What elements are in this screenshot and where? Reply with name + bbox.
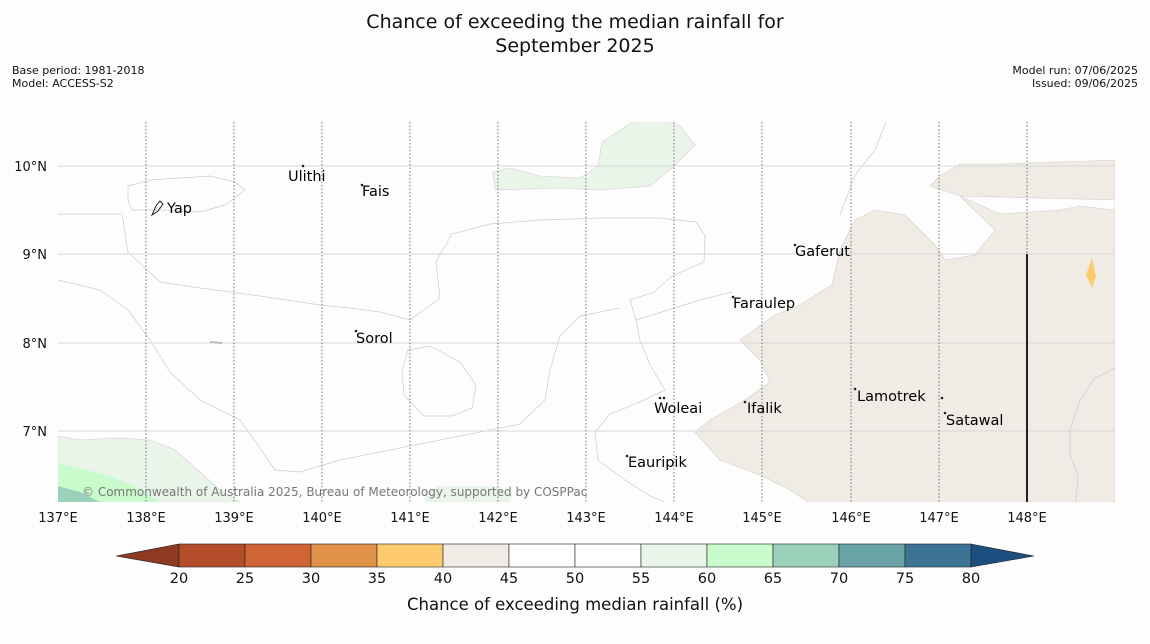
region-40-45 — [694, 159, 1115, 502]
colorbar-high-arrow — [970, 543, 1035, 568]
colorbar-tick-label: 75 — [896, 571, 914, 587]
colorbar-segment — [706, 543, 774, 568]
place-label-yap: Yap — [166, 201, 192, 217]
colorbar-tick-label: 25 — [236, 571, 254, 587]
place-label-fais: Fais — [362, 184, 389, 200]
colorbar-tick-label: 70 — [830, 571, 848, 587]
place-label-ulithi: Ulithi — [288, 169, 326, 185]
colorbar-tick-label: 20 — [170, 571, 188, 587]
colorbar-ticks: 20 25 30 35 40 45 50 55 60 65 70 75 80 — [170, 571, 980, 587]
place-label-faraulep: Faraulep — [733, 296, 795, 312]
colorbar-tick-label: 60 — [698, 571, 716, 587]
colorbar-tick-label: 80 — [962, 571, 980, 587]
place-label-lamotrek: Lamotrek — [857, 389, 926, 405]
issued-text: Issued: 09/06/2025 — [1031, 77, 1138, 90]
region-60-65 — [58, 464, 160, 502]
lon-label-141e: 141°E — [390, 511, 430, 526]
lon-label-138e: 138°E — [126, 511, 166, 526]
colorbar-segment — [508, 543, 576, 568]
lat-label-10n: 10°N — [14, 160, 47, 175]
place-label-woleai: Woleai — [654, 401, 702, 417]
place-label-eauripik: Eauripik — [628, 455, 687, 471]
region-35-40 — [1086, 258, 1096, 288]
meta-right: Model run: 07/06/2025 Issued: 09/06/2025 — [1012, 64, 1138, 90]
lon-gridlines — [145, 122, 1028, 502]
lon-label-146e: 146°E — [831, 511, 871, 526]
colorbar-segment — [838, 543, 906, 568]
lat-label-9n: 9°N — [23, 248, 48, 263]
lon-label-147e: 147°E — [919, 511, 959, 526]
yap-island-shape — [150, 200, 164, 217]
copyright-text: © Commonwealth of Australia 2025, Bureau… — [82, 485, 587, 499]
colorbar-segment — [310, 543, 378, 568]
lon-label-140e: 140°E — [302, 511, 342, 526]
colorbar-segment — [442, 543, 510, 568]
colorbar: 20 25 30 35 40 45 50 55 60 65 70 75 80 Chance of exc… — [115, 543, 1035, 614]
colorbar-tick-label: 30 — [302, 571, 320, 587]
contour-lines — [58, 122, 1115, 502]
map-title-line1: Chance of exceeding the median rainfall … — [366, 11, 784, 33]
lon-label-142e: 142°E — [478, 511, 518, 526]
place-label-gaferut: Gaferut — [795, 244, 850, 260]
colorbar-tick-label: 45 — [500, 571, 518, 587]
lat-label-7n: 7°N — [23, 425, 48, 440]
colorbar-label: Chance of exceeding median rainfall (%) — [407, 595, 743, 614]
lon-label-145e: 145°E — [742, 511, 782, 526]
lon-label-137e: 137°E — [38, 511, 78, 526]
region-65-70 — [58, 486, 100, 502]
island-markers — [150, 164, 947, 458]
model-text: Model: ACCESS-S2 — [12, 77, 114, 90]
colorbar-low-arrow — [115, 543, 180, 568]
map-title-line2: September 2025 — [495, 35, 655, 57]
lon-label-148e: 148°E — [1007, 511, 1047, 526]
colorbar-segment — [376, 543, 444, 568]
place-label-ifalik: Ifalik — [747, 401, 782, 417]
colorbar-tick-label: 55 — [632, 571, 650, 587]
place-label-satawal: Satawal — [946, 413, 1003, 429]
colorbar-tick-label: 65 — [764, 571, 782, 587]
colorbar-tick-label: 40 — [434, 571, 452, 587]
colorbar-segment — [904, 543, 972, 568]
colorbar-segment — [574, 543, 642, 568]
lon-label-139e: 139°E — [214, 511, 254, 526]
map-area: Ulithi Fais Yap Gaferut Faraulep Sorol L… — [58, 122, 1115, 502]
model-run-text: Model run: 07/06/2025 — [1012, 64, 1138, 77]
meta-left: Base period: 1981-2018 Model: ACCESS-S2 — [12, 64, 144, 90]
colorbar-segments — [178, 543, 972, 568]
colorbar-segment — [640, 543, 708, 568]
lon-label-143e: 143°E — [566, 511, 606, 526]
place-label-sorol: Sorol — [356, 331, 393, 347]
colorbar-segment — [772, 543, 840, 568]
lat-label-8n: 8°N — [23, 337, 48, 352]
lon-label-144e: 144°E — [654, 511, 694, 526]
region-55-60-north — [492, 122, 696, 191]
colorbar-tick-label: 35 — [368, 571, 386, 587]
colorbar-segment — [178, 543, 246, 568]
base-period-text: Base period: 1981-2018 — [12, 64, 145, 77]
lon-labels: 137°E 138°E 139°E 140°E 141°E 142°E 143°… — [38, 511, 1047, 526]
colorbar-segment — [244, 543, 312, 568]
colorbar-tick-label: 50 — [566, 571, 584, 587]
region-55-60-bottom — [425, 486, 512, 502]
